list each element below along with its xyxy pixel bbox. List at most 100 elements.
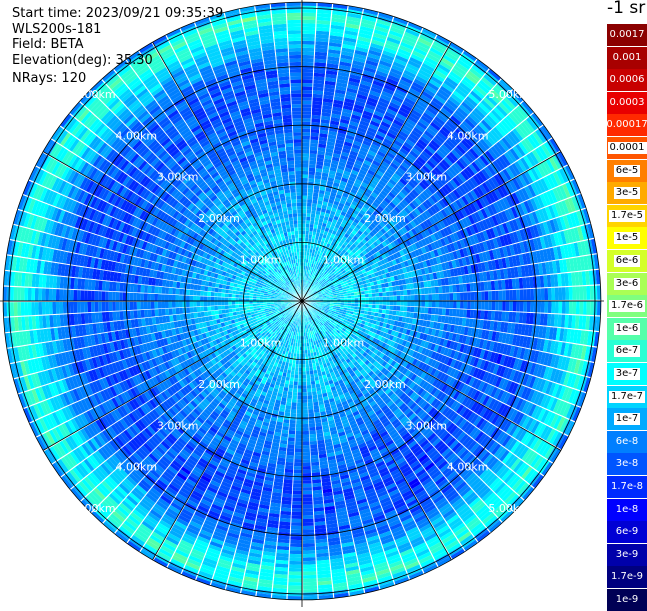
range-gate-cell (470, 283, 474, 292)
range-gate-cell (436, 301, 440, 308)
range-gate-cell (498, 311, 502, 321)
range-gate-cell (393, 291, 397, 296)
range-gate-cell (424, 307, 428, 313)
range-gate-cell (459, 309, 463, 317)
range-gate-cell (315, 214, 320, 218)
range-gate-cell (382, 288, 386, 292)
range-gate-cell (471, 292, 475, 300)
range-gate-cell (400, 301, 404, 306)
range-gate-cell (555, 301, 559, 313)
range-gate-cell (407, 301, 411, 306)
range-gate-cell (403, 312, 407, 317)
range-gate-cell (351, 298, 355, 301)
range-gate-cell (389, 287, 393, 292)
range-gate-cell (527, 289, 531, 300)
range-gate-cell (302, 192, 307, 196)
range-gate-cell (302, 44, 314, 48)
range-gate-cell (312, 115, 321, 119)
range-gate-cell (453, 301, 457, 309)
range-gate-cell (302, 189, 307, 193)
range-gate-cell (312, 200, 317, 204)
range-gate-cell (397, 296, 401, 301)
range-gate-cell (302, 238, 305, 242)
range-gate-cell (495, 301, 499, 311)
range-gate-cell (312, 101, 322, 105)
range-gate-cell (418, 295, 422, 301)
range-gate-cell (406, 312, 410, 318)
range-gate-cell (302, 90, 312, 94)
range-gate-cell (509, 301, 513, 311)
range-gate-cell (450, 301, 454, 308)
range-gate-cell (378, 284, 382, 288)
range-gate-cell (450, 293, 454, 300)
range-gate-cell (302, 118, 311, 122)
range-gate-cell (313, 97, 323, 101)
range-gate-cell (372, 297, 376, 301)
range-gate-cell (393, 296, 397, 301)
range-gate-cell (302, 111, 311, 115)
range-gate-cell (411, 301, 415, 306)
range-gate-cell (449, 309, 453, 317)
range-gate-cell (302, 23, 315, 27)
range-gate-cell (310, 374, 314, 378)
range-gate-cell (302, 41, 315, 45)
range-gate-cell (383, 301, 387, 305)
range-gate-cell (365, 294, 369, 297)
range-gate-cell (411, 295, 415, 301)
range-gate-cell (302, 83, 313, 87)
range-gate-cell (312, 388, 317, 392)
range-gate-cell (302, 217, 306, 221)
range-gate-cell (428, 308, 432, 315)
range-gate-cell (390, 306, 394, 311)
range-gate-cell (302, 48, 314, 52)
range-gate-cell (404, 301, 408, 306)
range-gate-cell (548, 288, 552, 300)
range-gate-cell (487, 311, 491, 320)
range-gate-cell (551, 288, 555, 300)
range-gate-cell (311, 217, 315, 221)
range-gate-cell (365, 291, 369, 295)
range-gate-cell (302, 167, 309, 171)
range-gate-cell (306, 213, 310, 217)
range-gate-cell (313, 402, 318, 406)
range-gate-cell (372, 305, 376, 309)
range-gate-cell (569, 301, 573, 314)
range-gate-cell (302, 139, 310, 143)
range-gate-cell (499, 291, 503, 301)
range-gate-cell (302, 227, 306, 231)
range-gate-cell (485, 291, 489, 300)
range-gate-cell (307, 196, 312, 200)
range-gate-cell (410, 283, 414, 289)
range-gate-cell (309, 168, 316, 172)
range-gate-cell (386, 301, 390, 305)
range-gate-cell (413, 283, 417, 289)
range-gate-cell (302, 115, 311, 119)
range-gate-cell (399, 311, 403, 316)
range-gate-cell (302, 125, 311, 129)
range-gate-cell (344, 296, 348, 298)
range-gate-cell (481, 301, 485, 310)
range-gate-cell (431, 308, 435, 315)
range-gate-cell (392, 286, 396, 291)
range-gate-cell (313, 398, 318, 402)
range-gate-cell (302, 241, 305, 245)
range-gate-cell (449, 285, 453, 293)
range-gate-cell (310, 371, 314, 375)
range-gate-cell (307, 203, 312, 207)
range-gate-cell (480, 310, 484, 319)
range-gate-cell (445, 286, 449, 293)
range-gate-cell (368, 290, 372, 294)
range-gate-cell (389, 291, 393, 296)
range-gate-cell (311, 133, 319, 137)
range-gate-cell (306, 217, 310, 221)
range-gate-cell (302, 196, 307, 200)
range-gate-cell (314, 412, 320, 416)
range-gate-cell (520, 289, 524, 300)
range-gate-cell (308, 175, 314, 179)
range-gate-cell (389, 310, 393, 315)
range-gate-cell (372, 301, 376, 305)
range-gate-cell (310, 143, 318, 147)
range-gate-cell (506, 301, 510, 311)
range-gate-cell (311, 210, 316, 214)
range-gate-cell (309, 157, 316, 161)
